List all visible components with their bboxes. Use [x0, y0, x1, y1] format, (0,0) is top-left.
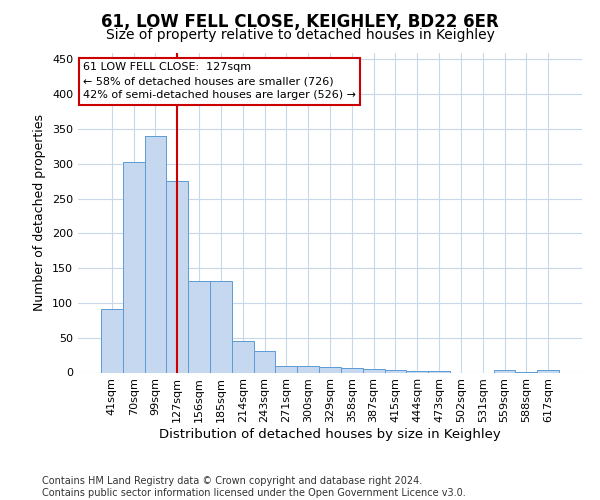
- Text: 61 LOW FELL CLOSE:  127sqm
← 58% of detached houses are smaller (726)
42% of sem: 61 LOW FELL CLOSE: 127sqm ← 58% of detac…: [83, 62, 356, 100]
- Bar: [385, 370, 406, 372]
- Text: 61, LOW FELL CLOSE, KEIGHLEY, BD22 6ER: 61, LOW FELL CLOSE, KEIGHLEY, BD22 6ER: [101, 12, 499, 30]
- Text: Contains HM Land Registry data © Crown copyright and database right 2024.
Contai: Contains HM Land Registry data © Crown c…: [42, 476, 466, 498]
- Bar: [494, 370, 515, 372]
- Bar: [188, 282, 210, 372]
- Bar: [297, 366, 319, 372]
- Bar: [341, 368, 363, 372]
- Bar: [123, 162, 145, 372]
- Text: Size of property relative to detached houses in Keighley: Size of property relative to detached ho…: [106, 28, 494, 42]
- Bar: [275, 366, 297, 372]
- X-axis label: Distribution of detached houses by size in Keighley: Distribution of detached houses by size …: [159, 428, 501, 441]
- Bar: [254, 351, 275, 372]
- Bar: [319, 367, 341, 372]
- Bar: [101, 309, 123, 372]
- Y-axis label: Number of detached properties: Number of detached properties: [34, 114, 46, 311]
- Bar: [166, 180, 188, 372]
- Bar: [145, 136, 166, 372]
- Bar: [363, 369, 385, 372]
- Bar: [210, 282, 232, 372]
- Bar: [537, 370, 559, 372]
- Bar: [406, 371, 428, 372]
- Bar: [232, 340, 254, 372]
- Bar: [428, 371, 450, 372]
